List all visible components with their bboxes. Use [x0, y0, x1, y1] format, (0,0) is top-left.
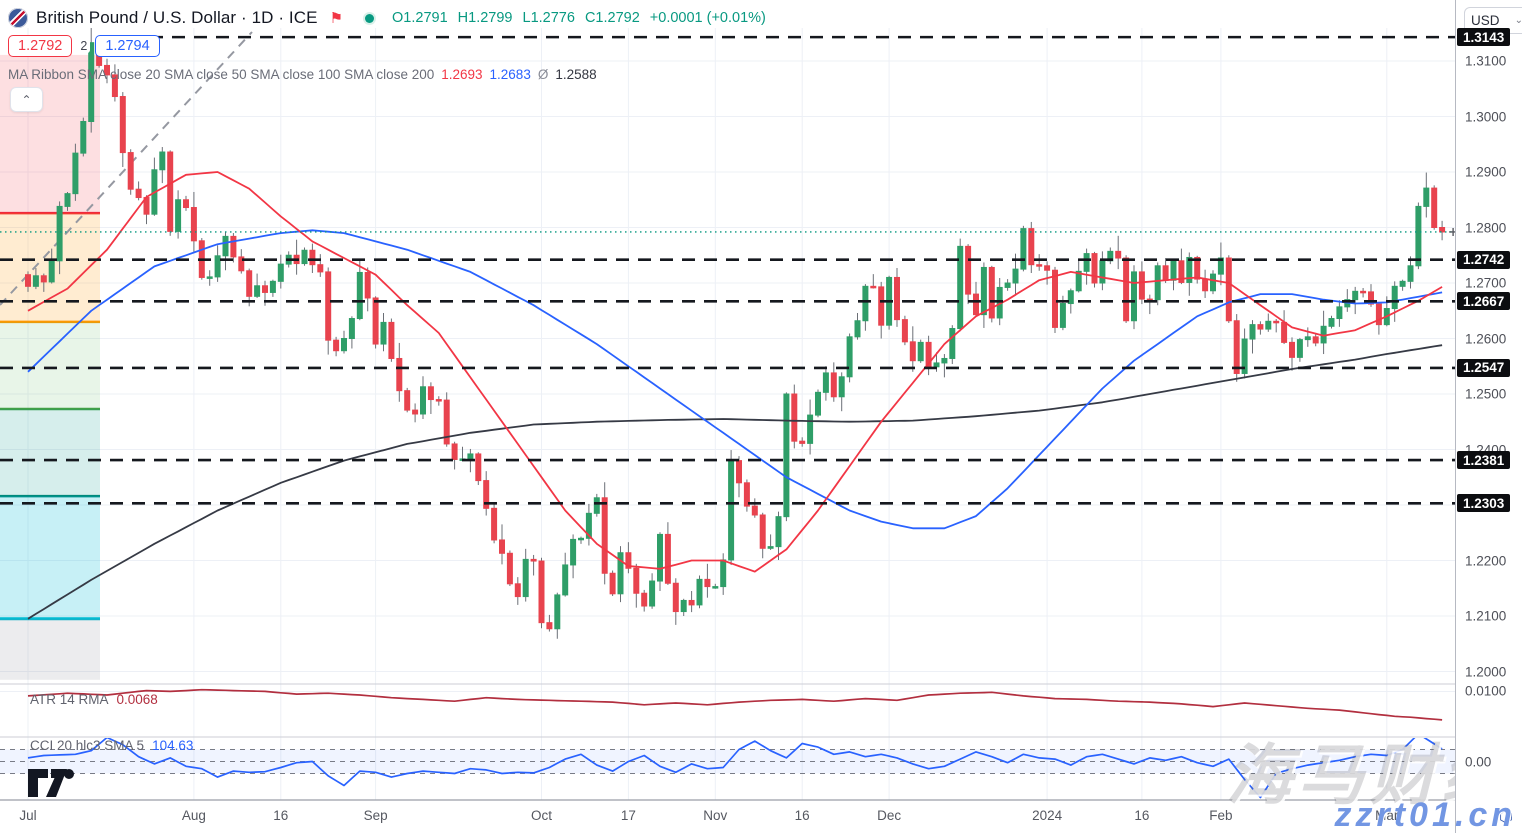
- chevron-up-icon: ⌃: [21, 92, 32, 107]
- currency-label: USD: [1471, 13, 1500, 28]
- price-tick-label: 1.2900: [1465, 164, 1507, 180]
- atr-label: ATR 14 RMA: [30, 692, 109, 707]
- ask-price-box[interactable]: 1.2794: [95, 35, 160, 57]
- ma100-value: Ø: [537, 67, 549, 82]
- cci-legend[interactable]: CCI 20 hlc3 SMA 5 104.63: [30, 738, 193, 753]
- price-tick-label: 1.3000: [1465, 109, 1507, 124]
- price-tick-label: 1.2200: [1465, 553, 1507, 568]
- tradingview-logo[interactable]: [27, 768, 81, 798]
- time-tick-label: 17: [620, 808, 636, 823]
- cci-label: CCI 20 hlc3 SMA 5: [30, 738, 145, 753]
- price-chart-canvas[interactable]: [0, 0, 1455, 833]
- open-value: 1.2791: [403, 10, 448, 26]
- collapse-panel-button[interactable]: ⌃: [10, 87, 43, 112]
- time-tick-label: Oct: [530, 808, 553, 823]
- atr-value: 0.0068: [116, 692, 158, 707]
- time-tick-label: Nov: [703, 808, 728, 823]
- bid-price-box[interactable]: 1.2792: [8, 35, 73, 57]
- level-price-tag: 1.2742: [1457, 250, 1511, 269]
- time-tick-label: 2024: [1032, 808, 1063, 823]
- flag-bookmark-icon[interactable]: ⚑: [329, 10, 344, 27]
- watermark-url: zzrt01.cn: [1334, 796, 1516, 833]
- ohlc-values: O1.2791 H1.2799 L1.2776 C1.2792 +0.0001 …: [392, 10, 766, 26]
- settings-gear-icon[interactable]: ⬡: [1499, 809, 1513, 826]
- price-tick-label: 1.2600: [1465, 331, 1507, 346]
- cci-value: 104.63: [152, 738, 194, 753]
- time-tick-label: 16: [794, 808, 810, 823]
- price-tick-label: 1.2800: [1465, 220, 1507, 235]
- time-tick-label: 16: [1134, 808, 1150, 823]
- chart-header: British Pound / U.S. Dollar · 1D · ICE ⚑…: [8, 6, 766, 30]
- symbol-flag-icon: [8, 8, 28, 28]
- cci-axis-label: 0.00: [1465, 754, 1492, 769]
- price-tick-label: 1.3100: [1465, 53, 1507, 69]
- level-price-tag: 1.2667: [1457, 292, 1511, 311]
- time-tick-label: Mar: [1375, 808, 1399, 823]
- level-price-tag: 1.2381: [1457, 451, 1511, 470]
- time-tick-label: Aug: [181, 808, 206, 823]
- level-price-tag: 1.2303: [1457, 494, 1511, 513]
- price-tick-label: 1.2700: [1465, 275, 1507, 291]
- ma50-value: 1.2683: [489, 67, 531, 82]
- atr-axis-label: 0.0100: [1465, 683, 1507, 699]
- close-value: 1.2792: [595, 10, 640, 26]
- low-value: 1.2776: [530, 10, 575, 26]
- change-value: +0.0001 (+0.01%): [649, 10, 766, 26]
- level-price-tag: 1.3143: [1457, 28, 1511, 47]
- time-tick-label: Dec: [877, 808, 902, 823]
- time-tick-label: Jul: [19, 808, 37, 823]
- price-tick-label: 1.2500: [1465, 386, 1507, 402]
- time-tick-label: 16: [273, 808, 289, 823]
- ma20-value: 1.2693: [441, 67, 483, 82]
- market-status-dot-icon: [365, 13, 375, 23]
- ma-ribbon-legend[interactable]: MA Ribbon SMA close 20 SMA close 50 SMA …: [8, 67, 597, 82]
- chevron-down-icon: ⌄: [1514, 15, 1522, 26]
- price-tick-label: 1.2100: [1465, 608, 1507, 624]
- ma200-value: 1.2588: [555, 67, 597, 82]
- level-price-tag: 1.2547: [1457, 358, 1511, 377]
- high-value: 1.2799: [468, 10, 513, 26]
- ma-ribbon-label: MA Ribbon SMA close 20 SMA close 50 SMA …: [8, 67, 435, 82]
- price-tick-label: 1.2000: [1465, 664, 1507, 679]
- atr-legend[interactable]: ATR 14 RMA 0.0068: [30, 692, 158, 707]
- price-axis[interactable]: USD ⌄ 1.3100 1.3000 1.2900 1.2800 1.2700 1.26…: [1455, 0, 1522, 833]
- bid-ask-row: 1.2792 2 1.2794: [8, 35, 160, 57]
- symbol-title[interactable]: British Pound / U.S. Dollar · 1D · ICE: [36, 8, 318, 27]
- time-tick-label: Feb: [1209, 808, 1233, 823]
- countdown-badge: 2: [77, 39, 91, 53]
- time-tick-label: Sep: [363, 808, 388, 823]
